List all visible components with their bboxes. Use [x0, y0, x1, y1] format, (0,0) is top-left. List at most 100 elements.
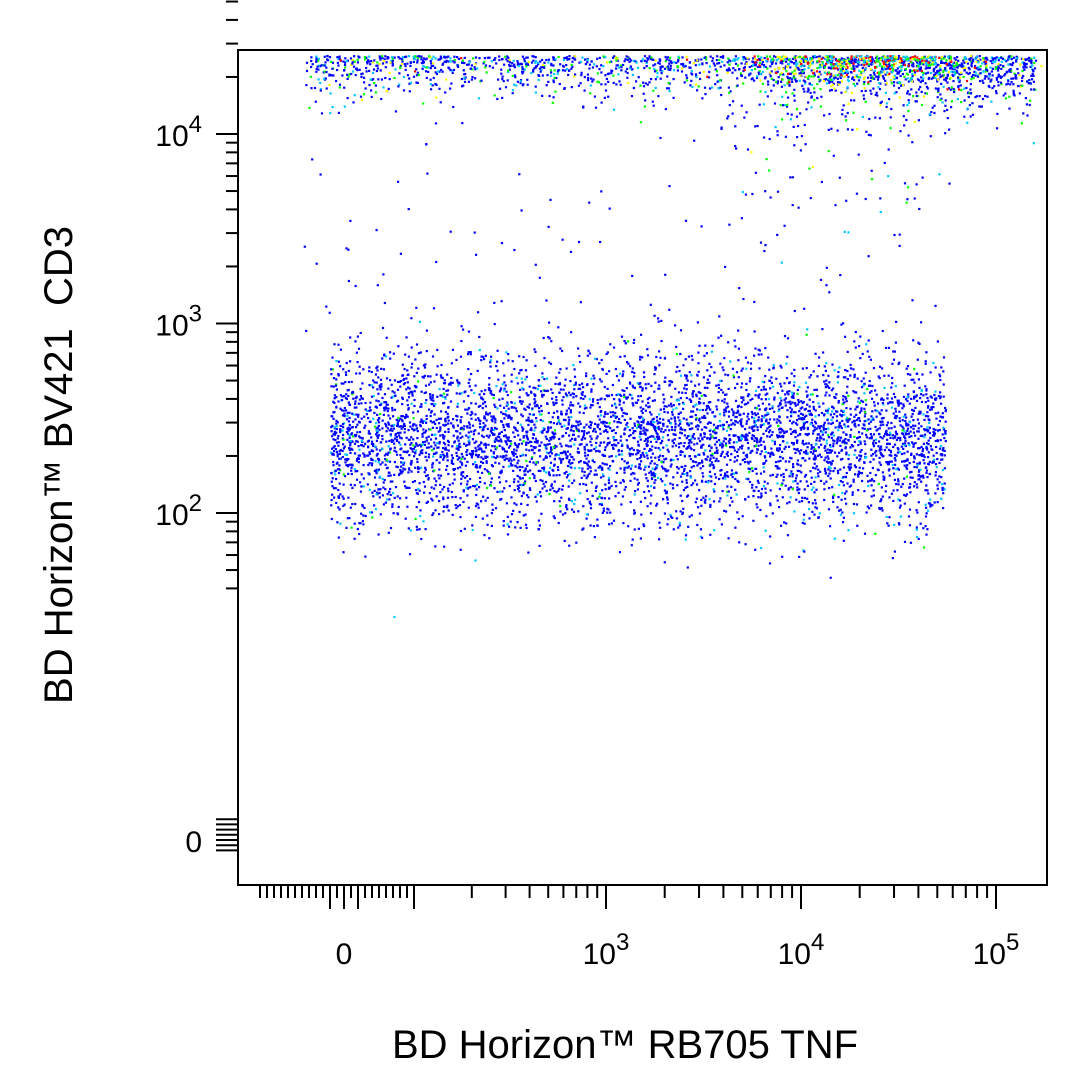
- event-point: [969, 83, 972, 86]
- event-point: [852, 502, 856, 506]
- event-point: [988, 74, 991, 78]
- event-point: [595, 437, 598, 440]
- event-point: [981, 79, 984, 82]
- event-point: [561, 435, 564, 438]
- event-point: [557, 55, 560, 59]
- event-point: [442, 387, 445, 391]
- event-point: [880, 56, 883, 60]
- event-point: [786, 391, 789, 394]
- event-point: [943, 68, 946, 71]
- event-point: [828, 80, 831, 83]
- event-point: [377, 533, 380, 536]
- event-point: [344, 475, 347, 478]
- event-point: [410, 402, 413, 405]
- event-point: [792, 72, 796, 76]
- event-point: [773, 440, 776, 443]
- event-point: [830, 78, 833, 81]
- event-point: [740, 447, 743, 450]
- event-point: [392, 415, 395, 418]
- event-point: [683, 387, 686, 390]
- event-point: [601, 473, 605, 476]
- event-point: [985, 75, 988, 78]
- event-point: [840, 91, 843, 94]
- event-point: [440, 363, 443, 367]
- event-point: [873, 69, 876, 72]
- event-point: [360, 98, 364, 102]
- event-point: [1011, 77, 1014, 80]
- event-point: [610, 69, 613, 72]
- event-point: [1009, 63, 1012, 66]
- event-point: [330, 60, 333, 63]
- event-point: [681, 67, 684, 70]
- event-point: [666, 502, 669, 505]
- event-point: [818, 70, 821, 73]
- event-point: [781, 118, 784, 121]
- event-point: [621, 443, 624, 446]
- event-point: [623, 418, 626, 421]
- event-point: [614, 55, 618, 58]
- event-point: [783, 67, 786, 70]
- event-point: [1013, 72, 1016, 75]
- event-point: [906, 399, 909, 402]
- event-point: [671, 483, 674, 486]
- event-point: [919, 58, 923, 62]
- event-point: [582, 527, 585, 530]
- event-point: [601, 462, 604, 465]
- event-point: [535, 417, 538, 420]
- event-point: [727, 405, 730, 408]
- event-point: [525, 441, 528, 444]
- event-point: [889, 451, 893, 454]
- event-point: [783, 104, 787, 107]
- event-point: [828, 71, 831, 74]
- event-point: [578, 420, 581, 423]
- event-point: [784, 55, 787, 58]
- event-point: [481, 407, 484, 410]
- event-point: [809, 91, 812, 94]
- event-point: [867, 81, 870, 84]
- event-point: [848, 466, 851, 469]
- event-point: [789, 496, 792, 499]
- event-point: [933, 501, 936, 504]
- event-point: [737, 329, 740, 332]
- event-point: [536, 461, 539, 464]
- event-point: [580, 60, 583, 63]
- event-point: [422, 102, 425, 105]
- event-point: [688, 422, 691, 425]
- event-point: [863, 427, 866, 430]
- event-point: [802, 79, 805, 82]
- event-point: [548, 337, 551, 340]
- event-point: [828, 76, 832, 79]
- event-point: [662, 436, 665, 439]
- event-point: [595, 450, 598, 453]
- event-point: [925, 471, 928, 474]
- event-point: [453, 58, 456, 62]
- event-point: [447, 472, 450, 476]
- event-point: [539, 479, 542, 482]
- event-point: [686, 485, 689, 488]
- event-point: [512, 451, 515, 454]
- event-point: [546, 74, 549, 77]
- event-point: [792, 411, 795, 414]
- event-point: [594, 446, 598, 449]
- event-point: [1002, 94, 1005, 97]
- event-point: [552, 437, 555, 440]
- event-point: [569, 404, 572, 407]
- event-point: [367, 439, 371, 442]
- event-point: [439, 101, 442, 104]
- event-point: [914, 59, 918, 62]
- event-point: [995, 56, 998, 59]
- event-point: [845, 73, 848, 77]
- event-point: [497, 78, 500, 81]
- event-point: [410, 436, 413, 439]
- event-point: [513, 458, 516, 461]
- event-point: [402, 76, 405, 79]
- event-point: [338, 464, 341, 467]
- event-point: [901, 429, 904, 432]
- event-point: [505, 423, 508, 426]
- event-point: [383, 58, 386, 61]
- event-point: [779, 421, 782, 424]
- event-point: [777, 55, 780, 58]
- event-point: [1005, 83, 1008, 86]
- event-point: [740, 424, 743, 428]
- event-point: [590, 60, 593, 63]
